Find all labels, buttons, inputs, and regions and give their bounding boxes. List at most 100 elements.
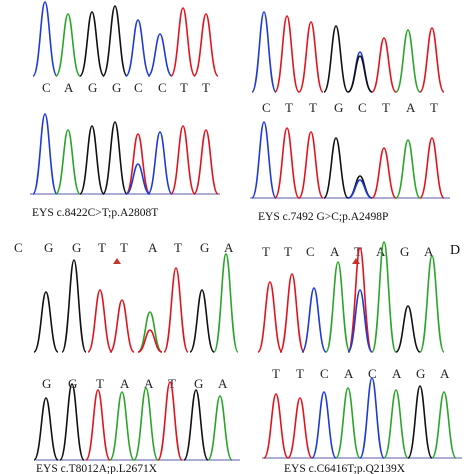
panel-a-top-base: C <box>158 80 167 95</box>
panel-c-bottom-base: A <box>218 376 228 391</box>
panel-c-bottom-base: A <box>144 376 154 391</box>
trace-peak <box>79 11 105 77</box>
trace-peak <box>33 291 59 353</box>
panel-a-bottom-trace <box>30 113 220 195</box>
trace-peak <box>371 37 397 93</box>
panel-c-top-trace <box>33 253 239 353</box>
panel-d-top-base: C <box>306 244 315 259</box>
panel-d-bottom-base: A <box>440 366 450 381</box>
trace-peak <box>274 127 300 199</box>
panel-d-bottom-base: A <box>392 366 402 381</box>
panel-a-top-base: A <box>64 80 74 95</box>
panel-d-bottom-base: C <box>368 366 377 381</box>
trace-peak <box>193 13 219 77</box>
panel-c-top-base: T <box>98 240 106 255</box>
trace-peak <box>347 179 373 199</box>
trace-peak <box>102 5 128 77</box>
trace-peak <box>395 305 421 353</box>
trace-peak <box>163 267 189 353</box>
panel-d-bottom-bases: T T C A C A G A <box>272 366 450 381</box>
trace-peak <box>371 147 397 199</box>
panel-d-bottom-base: C <box>320 366 329 381</box>
panel-a-top-base: C <box>134 80 143 95</box>
trace-peak <box>395 29 421 93</box>
panel-d: T T C A T A G A D T T C A C A G A EYS c.… <box>257 241 462 474</box>
panel-d-bottom-base: A <box>344 366 354 381</box>
trace-peak <box>325 261 351 353</box>
panel-a-caption: EYS c.8422C>T;p.A2808T <box>32 207 158 219</box>
trace-peak <box>347 247 373 353</box>
panel-a-top-bases: C A G G C C T T <box>42 80 210 95</box>
trace-peak <box>395 139 421 199</box>
panel-b-top-base: T <box>285 100 293 115</box>
trace-peak <box>383 389 409 459</box>
panel-d-top-base: G <box>400 244 409 259</box>
panel-b-top-base: T <box>430 100 438 115</box>
trace-peak <box>298 21 324 93</box>
panel-d-bottom-base: T <box>272 366 280 381</box>
trace-peak <box>301 287 327 353</box>
trace-peak <box>251 11 277 93</box>
trace-peak <box>133 387 159 461</box>
panel-a-top-base: T <box>202 80 210 95</box>
panel-c-bottom-base: A <box>120 376 130 391</box>
panel-d-bottom-trace <box>262 377 462 459</box>
panel-c-top-bases: C G G T T A T G A <box>14 240 234 255</box>
panel-c-top-base: T <box>120 240 128 255</box>
trace-peak <box>109 299 135 353</box>
trace-peak <box>251 121 277 199</box>
panel-a-top-base: T <box>180 80 188 95</box>
trace-peak <box>274 15 300 93</box>
trace-peak <box>257 281 283 353</box>
panel-b-top-base: T <box>309 100 317 115</box>
panel-c-top-base: G <box>72 240 81 255</box>
panel-b-bottom-trace <box>250 121 450 199</box>
panel-b-top-base: G <box>334 100 343 115</box>
trace-peak <box>32 113 58 195</box>
panel-a-top-trace <box>32 1 219 77</box>
panel-d-top-base: T <box>262 244 270 259</box>
trace-peak <box>347 55 373 93</box>
panel-c-bottom-base: T <box>168 376 176 391</box>
trace-peak <box>183 389 209 461</box>
panel-b-caption: EYS c.7492 G>C;p.A2498P <box>258 211 388 223</box>
panel-b-top-bases: C T T G C T A T <box>262 100 438 115</box>
panel-c-top-base: C <box>14 240 23 255</box>
trace-peak <box>407 385 433 459</box>
panel-d-top-bases: T T C A T A G A <box>262 244 434 259</box>
panel-a-top-base: G <box>112 80 121 95</box>
panel-b-top-base: C <box>262 100 271 115</box>
trace-peak <box>157 381 183 461</box>
trace-peak <box>279 273 305 353</box>
trace-peak <box>347 289 373 353</box>
trace-peak <box>213 253 239 353</box>
panel-b-top-trace <box>251 11 445 93</box>
trace-peak <box>335 387 361 459</box>
trace-peak <box>102 121 128 195</box>
trace-peak <box>419 137 445 199</box>
trace-peak <box>147 131 173 195</box>
trace-peak <box>431 391 457 459</box>
panel-d-bottom-base: G <box>416 366 425 381</box>
panel-c-bottom-base: T <box>96 376 104 391</box>
trace-peak <box>311 391 337 459</box>
trace-peak <box>147 33 173 77</box>
panel-c-bottom-base: G <box>194 376 203 391</box>
trace-peak <box>193 129 219 195</box>
trace-peak <box>125 163 151 195</box>
panel-c-bottom-bases: G G T A A T G A <box>42 376 228 391</box>
panel-c: C G G T T A T G A G G T A A T G A EYS c.… <box>14 240 240 474</box>
trace-peak <box>87 289 113 353</box>
panel-a-top-base: C <box>42 80 51 95</box>
trace-peak <box>359 377 385 459</box>
trace-peak <box>32 1 58 77</box>
trace-peak <box>323 137 349 199</box>
panel-c-top-base: A <box>148 240 158 255</box>
panel-d-top-base: T <box>354 244 362 259</box>
panel-d-bottom-base: T <box>296 366 304 381</box>
panel-b-top-base: C <box>358 100 367 115</box>
panel-c-top-base: G <box>44 240 53 255</box>
panel-d-top-trace <box>257 241 445 353</box>
panel-c-top-base: T <box>174 240 182 255</box>
panel-c-bottom-base: G <box>68 376 77 391</box>
